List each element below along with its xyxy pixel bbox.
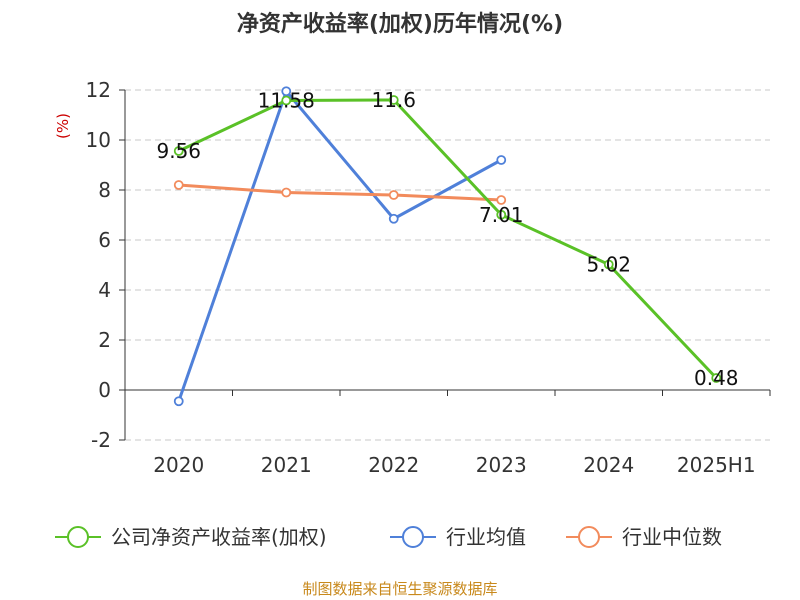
data-point [711, 373, 722, 383]
y-tick-label: 12 [86, 78, 111, 102]
y-tick-label: 4 [98, 278, 111, 302]
y-tick-label: 8 [98, 178, 111, 202]
data-label: 5.02 [586, 253, 631, 277]
x-tick-label: 2024 [583, 453, 634, 477]
data-label: 11.58 [258, 89, 315, 113]
x-tick-label: 2020 [153, 453, 204, 477]
legend-item[interactable]: 行业均值 [390, 525, 526, 549]
data-label: 0.48 [694, 366, 739, 390]
data-point [281, 95, 292, 106]
y-tick-label: 2 [98, 328, 111, 352]
legend-item[interactable]: 行业中位数 [566, 525, 722, 549]
x-tick-label: 2025H1 [677, 453, 756, 477]
legend-item[interactable]: 公司净资产收益率(加权) [55, 525, 327, 549]
data-label: 7.01 [479, 203, 524, 227]
data-point [173, 396, 184, 407]
y-tick-label: 0 [98, 378, 111, 402]
source-note: 制图数据来自恒生聚源数据库 [302, 580, 497, 598]
data-point [388, 95, 399, 105]
data-point [603, 259, 614, 270]
data-label: 9.56 [156, 139, 201, 163]
data-point [281, 187, 292, 198]
data-label: 11.6 [371, 88, 416, 112]
legend-label: 公司净资产收益率(加权) [111, 525, 327, 549]
series-line [177, 89, 502, 402]
legend-label: 行业均值 [446, 525, 526, 549]
data-point [496, 195, 507, 205]
x-tick-label: 2023 [476, 453, 527, 477]
x-tick-label: 2022 [368, 453, 419, 477]
series-lines [173, 86, 722, 407]
data-point [388, 190, 399, 200]
chart-title: 净资产收益率(加权)历年情况(%) [237, 11, 563, 37]
data-point [173, 180, 184, 190]
legend-marker [578, 526, 600, 548]
legend-label: 行业中位数 [622, 525, 722, 549]
legend-marker [67, 526, 89, 548]
data-point [496, 155, 507, 165]
x-tick-label: 2021 [261, 453, 312, 477]
data-point [281, 86, 292, 97]
y-tick-label: -2 [91, 428, 111, 452]
series-line [178, 183, 502, 202]
data-point [496, 209, 507, 220]
data-labels: 9.56 11.58 11.6 7.01 5.02 0.48 [156, 88, 738, 390]
data-point [173, 146, 184, 156]
legend-marker [402, 526, 424, 548]
data-point [388, 213, 399, 224]
y-tick-label: 10 [86, 128, 111, 152]
grid-lines [125, 89, 770, 441]
y-tick-label: 6 [98, 228, 111, 252]
series-line [178, 98, 718, 380]
legend[interactable]: 公司净资产收益率(加权) 行业均值 行业中位数 [55, 525, 722, 549]
y-axis-label: (%) [54, 113, 72, 139]
axes: -2 0 2 4 6 8 10 12 2020 2021 2022 2023 2024 2025H1 [86, 78, 771, 477]
